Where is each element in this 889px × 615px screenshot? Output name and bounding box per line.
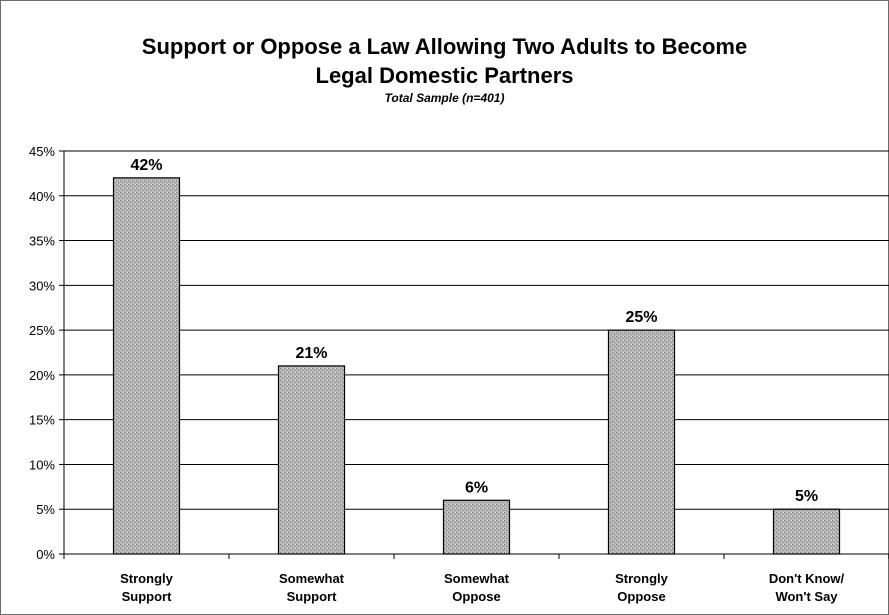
y-tick-label: 10% xyxy=(29,457,55,472)
category-label: Strongly xyxy=(615,571,668,586)
y-tick-label: 5% xyxy=(36,502,55,517)
chart-title-line-2: Legal Domestic Partners xyxy=(315,63,574,88)
category-label: Support xyxy=(122,589,172,604)
y-tick-label: 45% xyxy=(29,144,55,159)
data-label: 5% xyxy=(795,488,818,505)
category-label: Support xyxy=(287,589,337,604)
y-tick-label: 0% xyxy=(36,547,55,562)
bar xyxy=(277,365,346,555)
y-tick-label: 25% xyxy=(29,323,55,338)
y-tick-label: 20% xyxy=(29,368,55,383)
category-label: Don't Know/ xyxy=(769,571,845,586)
data-label: 25% xyxy=(625,309,657,326)
category-label: Somewhat xyxy=(279,571,345,586)
bar xyxy=(112,177,181,555)
bar xyxy=(442,499,511,555)
category-label: Oppose xyxy=(617,589,665,604)
data-label: 6% xyxy=(465,479,488,496)
chart-subtitle: Total Sample (n=401) xyxy=(384,91,505,105)
y-tick-label: 35% xyxy=(29,234,55,249)
category-label: Won't Say xyxy=(775,589,838,604)
bar xyxy=(607,329,676,555)
y-tick-label: 40% xyxy=(29,189,55,204)
category-label: Strongly xyxy=(120,571,173,586)
y-tick-label: 30% xyxy=(29,278,55,293)
category-label: Somewhat xyxy=(444,571,510,586)
chart-title-line-1: Support or Oppose a Law Allowing Two Adu… xyxy=(141,34,748,59)
bar xyxy=(772,508,841,555)
y-tick-label: 15% xyxy=(29,413,55,428)
data-label: 42% xyxy=(130,157,162,174)
data-label: 21% xyxy=(295,345,327,362)
category-label: Oppose xyxy=(452,589,500,604)
